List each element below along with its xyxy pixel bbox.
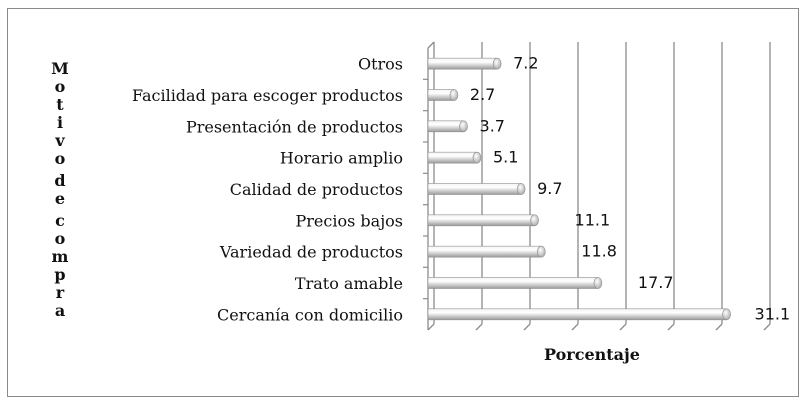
y-axis-label-letter: M — [51, 59, 69, 78]
x-tick — [523, 323, 531, 331]
bar — [427, 214, 535, 227]
category-label: Variedad de productos — [219, 243, 403, 262]
category-label: Horario amplio — [280, 149, 403, 168]
data-label: 3.7 — [480, 116, 505, 135]
x-tick — [475, 323, 483, 331]
bar — [427, 120, 464, 133]
data-label: 11.1 — [575, 210, 611, 229]
category-label: Facilidad para escoger productos — [132, 86, 403, 105]
x-axis-label: Porcentaje — [544, 345, 640, 364]
data-label: 11.8 — [581, 242, 617, 261]
bar-cap — [530, 214, 539, 227]
category-label: Otros — [358, 55, 403, 74]
data-label: 2.7 — [470, 85, 495, 104]
bar — [427, 57, 498, 70]
bar-cap — [536, 245, 546, 258]
bar-cap — [472, 151, 482, 164]
chart-frame — [7, 8, 799, 397]
category-label: Trato amable — [295, 274, 403, 293]
bar-cap — [722, 308, 731, 321]
x-tick — [763, 323, 771, 331]
y-axis-label-letter: o — [54, 149, 66, 168]
x-tick — [619, 323, 627, 331]
x-tick — [667, 323, 675, 331]
bar — [427, 277, 599, 289]
data-label: 9.7 — [537, 179, 562, 198]
y-axis-label-letter: r — [55, 283, 65, 302]
x-tick — [715, 323, 723, 331]
y-axis-label-letter: o — [54, 229, 66, 248]
y-axis-label-letter: p — [54, 265, 66, 284]
category-label: Presentación de productos — [186, 117, 403, 136]
y-axis-label-letter: a — [54, 301, 66, 320]
bar-cap — [492, 57, 502, 70]
data-label: 7.2 — [513, 54, 538, 73]
category-label: Calidad de productos — [230, 180, 403, 199]
bar-cap — [449, 89, 459, 101]
data-label: 31.1 — [755, 304, 791, 323]
category-label: Cercanía con domicilio — [217, 305, 403, 324]
bar — [427, 151, 478, 164]
y-axis-label-letter: t — [56, 95, 64, 114]
y-axis-label-letter: c — [55, 211, 65, 230]
bar-cap — [593, 277, 603, 289]
x-tick — [427, 323, 435, 331]
x-tick — [571, 323, 579, 331]
y-axis-label-letter: v — [55, 131, 65, 150]
bar — [427, 308, 727, 321]
y-axis-label-letter: m — [51, 247, 69, 266]
y-axis-label-letter: o — [54, 77, 66, 96]
y-axis-label-letter: i — [56, 113, 64, 132]
bar-cap — [516, 183, 526, 195]
y-axis-label-letter: d — [54, 171, 66, 190]
y-axis-top — [427, 41, 435, 49]
bar-cap — [459, 120, 468, 133]
bar — [427, 183, 522, 195]
y-axis-label-letter: e — [54, 189, 66, 208]
data-label: 5.1 — [493, 148, 518, 167]
category-label: Precios bajos — [296, 211, 403, 230]
bar — [427, 245, 542, 258]
data-label: 17.7 — [638, 273, 674, 292]
